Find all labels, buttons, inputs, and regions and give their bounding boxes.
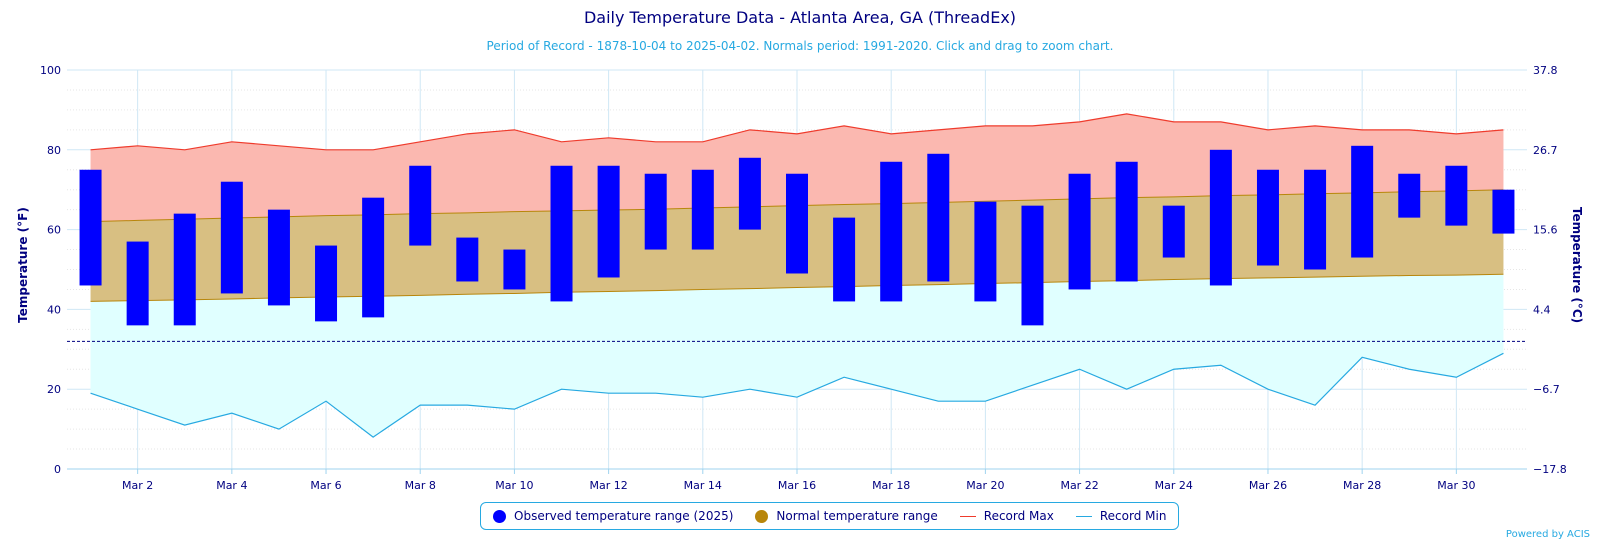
observed-bar-mar-19[interactable]	[927, 153, 950, 282]
observed-bar-mar-2[interactable]	[126, 241, 149, 326]
observed-bar-mar-23[interactable]	[1115, 161, 1138, 282]
observed-bar-mar-20[interactable]	[974, 201, 997, 302]
observed-bar-mar-25[interactable]	[1209, 149, 1232, 286]
x-tick-label: Mar 8	[405, 479, 436, 492]
observed-bar-mar-12[interactable]	[597, 165, 620, 278]
observed-bar-mar-24[interactable]	[1162, 205, 1185, 258]
observed-bars[interactable]	[79, 145, 1515, 326]
legend-item-record-max[interactable]: Record Max	[959, 509, 1054, 523]
legend-item-record-min[interactable]: Record Min	[1075, 509, 1167, 523]
observed-bar-mar-22[interactable]	[1068, 173, 1091, 290]
x-tick-label: Mar 12	[589, 479, 627, 492]
legend-item-observed[interactable]: Observed temperature range (2025)	[493, 509, 733, 523]
y-tick-label-right: 37.8	[1533, 64, 1558, 77]
range-areas	[90, 113, 1504, 438]
y-tick-label-left: 0	[54, 463, 61, 476]
observed-bar-mar-4[interactable]	[220, 181, 243, 294]
record-max-line	[90, 113, 1504, 151]
y-tick-label-right: 4.4	[1533, 303, 1551, 316]
y-tick-label-right: −17.8	[1533, 463, 1567, 476]
y-tick-label-left: 80	[47, 144, 61, 157]
observed-bar-mar-5[interactable]	[267, 209, 290, 306]
observed-bar-mar-29[interactable]	[1398, 173, 1421, 218]
observed-bar-mar-18[interactable]	[880, 161, 903, 302]
record-min-line	[90, 352, 1504, 438]
x-tick-label: Mar 18	[872, 479, 910, 492]
y-tick-label-right: −6.7	[1533, 383, 1560, 396]
observed-bar-mar-13[interactable]	[644, 173, 667, 250]
legend-item-normal[interactable]: Normal temperature range	[755, 509, 938, 523]
legend-label-record-min: Record Min	[1099, 509, 1167, 523]
record-min-line-icon	[1075, 515, 1092, 517]
observed-bar-mar-31[interactable]	[1492, 189, 1515, 234]
credits-link[interactable]: Powered by ACIS	[1505, 529, 1590, 540]
observed-bar-mar-1[interactable]	[79, 169, 102, 286]
observed-dot-icon	[493, 509, 506, 523]
observed-bar-mar-14[interactable]	[691, 169, 714, 250]
observed-bar-mar-26[interactable]	[1256, 169, 1279, 266]
observed-bar-mar-10[interactable]	[503, 249, 526, 290]
observed-bar-mar-27[interactable]	[1304, 169, 1327, 270]
normal-dot-icon	[755, 509, 769, 523]
observed-bar-mar-3[interactable]	[173, 213, 196, 326]
observed-bar-mar-6[interactable]	[315, 245, 338, 322]
axes: Mar 2 Mar 4 Mar 6 Mar 8 Mar 10 Mar 12 Mar 14 Ma…	[40, 64, 1567, 492]
y-axis-title-left: Temperature (°F)	[16, 207, 30, 323]
observed-bar-mar-21[interactable]	[1021, 205, 1044, 326]
x-tick-label: Mar 30	[1437, 479, 1475, 492]
observed-bar-mar-7[interactable]	[362, 197, 385, 318]
record-min-area	[90, 274, 1504, 438]
x-tick-label: Mar 20	[966, 479, 1004, 492]
legend-label-normal: Normal temperature range	[776, 509, 938, 523]
observed-bar-mar-17[interactable]	[833, 217, 856, 302]
observed-bar-mar-15[interactable]	[738, 157, 761, 230]
record-max-line-icon	[959, 515, 976, 517]
observed-bar-mar-8[interactable]	[409, 165, 432, 246]
y-tick-label-left: 20	[47, 383, 61, 396]
x-tick-label: Mar 28	[1343, 479, 1381, 492]
legend-label-observed: Observed temperature range (2025)	[514, 509, 734, 523]
observed-bar-mar-16[interactable]	[786, 173, 808, 274]
y-axis-title-right: Temperature (°C)	[1570, 207, 1584, 323]
x-tick-label: Mar 14	[684, 479, 722, 492]
x-tick-label: Mar 2	[122, 479, 153, 492]
chart-subtitle: Period of Record - 1878-10-04 to 2025-04…	[487, 39, 1114, 53]
x-tick-label: Mar 22	[1060, 479, 1098, 492]
y-tick-label-left: 100	[40, 64, 61, 77]
y-tick-label-right: 15.6	[1533, 224, 1558, 237]
record-max-area	[90, 113, 1504, 222]
y-tick-label-right: 26.7	[1533, 144, 1558, 157]
y-tick-label-left: 40	[47, 303, 61, 316]
observed-bar-mar-11[interactable]	[550, 165, 573, 302]
x-tick-label: Mar 10	[495, 479, 533, 492]
observed-bar-mar-30[interactable]	[1445, 165, 1468, 226]
legend: Observed temperature range (2025) Normal…	[480, 502, 1180, 530]
legend-label-record-max: Record Max	[983, 509, 1054, 523]
x-tick-label: Mar 4	[216, 479, 247, 492]
x-tick-label: Mar 26	[1249, 479, 1287, 492]
y-tick-label-left: 60	[47, 224, 61, 237]
x-tick-label: Mar 24	[1155, 479, 1193, 492]
observed-bar-mar-9[interactable]	[456, 237, 479, 282]
observed-bar-mar-28[interactable]	[1351, 145, 1374, 258]
chart-title: Daily Temperature Data - Atlanta Area, G…	[584, 8, 1016, 27]
x-tick-label: Mar 16	[778, 479, 816, 492]
x-tick-label: Mar 6	[310, 479, 341, 492]
